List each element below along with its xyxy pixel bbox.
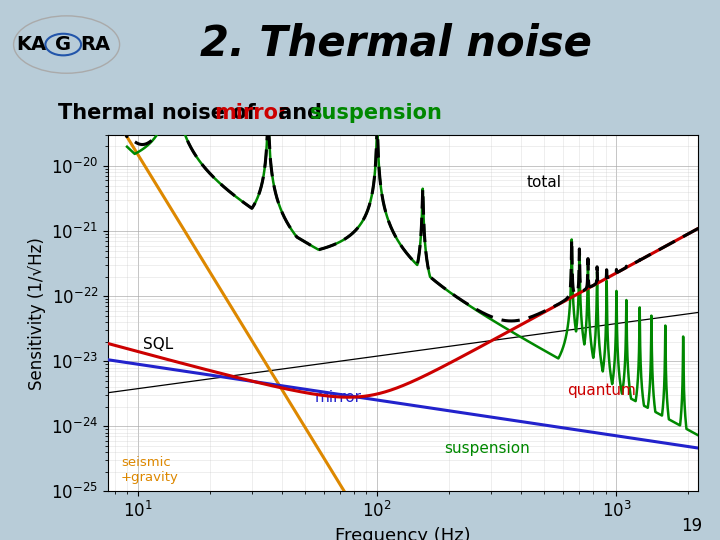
Text: mirror: mirror <box>315 390 362 405</box>
Text: Thermal noise of: Thermal noise of <box>58 103 263 124</box>
Text: G: G <box>55 35 71 54</box>
Text: and: and <box>271 103 329 124</box>
Text: mirror: mirror <box>215 103 289 124</box>
Text: RA: RA <box>81 35 111 54</box>
Text: SQL: SQL <box>143 337 174 352</box>
Text: KA: KA <box>16 35 46 54</box>
Text: suspension: suspension <box>444 441 530 456</box>
Text: seismic
+gravity: seismic +gravity <box>121 456 179 484</box>
Text: 2. Thermal noise: 2. Thermal noise <box>200 22 592 64</box>
Text: quantum: quantum <box>567 383 636 399</box>
Y-axis label: Sensitivity (1/√Hz): Sensitivity (1/√Hz) <box>27 237 45 390</box>
Text: total: total <box>526 176 562 191</box>
Text: 19: 19 <box>681 517 702 535</box>
X-axis label: Frequency (Hz): Frequency (Hz) <box>336 527 471 540</box>
Text: suspension: suspension <box>310 103 444 124</box>
